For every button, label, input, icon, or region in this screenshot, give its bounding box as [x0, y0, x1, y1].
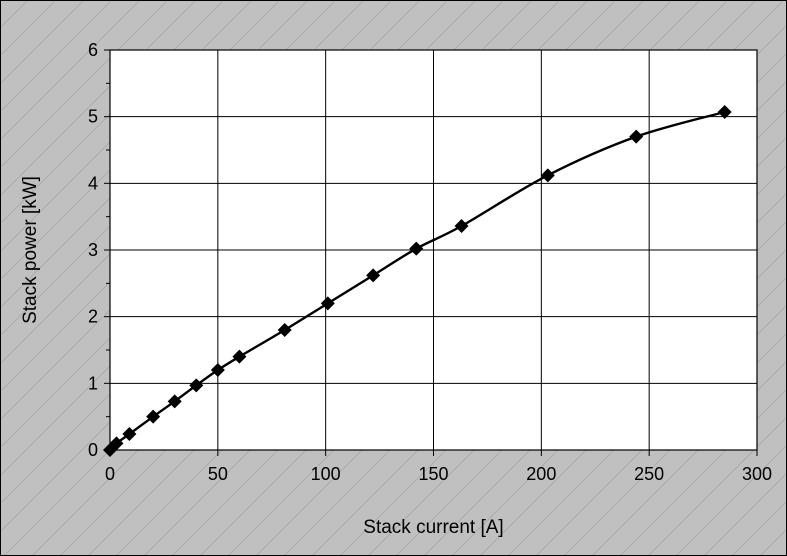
x-tick-labels: 0 50 100 150 200 250 300: [105, 464, 772, 484]
x-tick-label: 100: [311, 464, 341, 484]
data-point-marker: [629, 129, 644, 144]
y-tick-label: 6: [88, 40, 98, 60]
data-point-marker: [717, 105, 732, 119]
data-point-marker: [320, 296, 335, 311]
y-tick-label: 5: [88, 107, 98, 127]
x-tick-label: 0: [105, 464, 115, 484]
x-tick-label: 50: [208, 464, 228, 484]
x-axis-label: Stack current [A]: [363, 517, 503, 538]
data-point-marker: [167, 394, 182, 409]
data-point-marker: [232, 349, 247, 364]
data-point-marker: [540, 168, 555, 183]
x-tick-label: 150: [418, 464, 448, 484]
data-point-marker: [146, 409, 161, 424]
data-point-marker: [409, 241, 424, 256]
x-tick-label: 200: [526, 464, 556, 484]
data-point-marker: [189, 378, 204, 393]
y-tick-label: 0: [88, 440, 98, 460]
y-tick-label: 4: [88, 173, 98, 193]
gridlines: [110, 50, 757, 450]
data-point-marker: [210, 363, 225, 377]
data-point-marker: [366, 268, 381, 283]
data-point-marker: [277, 323, 292, 337]
y-tick-label: 1: [88, 373, 98, 393]
data-point-marker: [454, 219, 469, 233]
data-markers: [103, 105, 732, 457]
y-tick-label: 3: [88, 240, 98, 260]
y-axis-label: Stack power [kW]: [20, 176, 41, 324]
x-tick-label: 300: [742, 464, 772, 484]
y-tick-label: 2: [88, 307, 98, 327]
x-tick-label: 250: [634, 464, 664, 484]
data-point-marker: [122, 427, 137, 441]
y-tick-labels: 0 1 2 3 4 5 6: [88, 40, 98, 460]
data-point-marker: [109, 436, 124, 451]
